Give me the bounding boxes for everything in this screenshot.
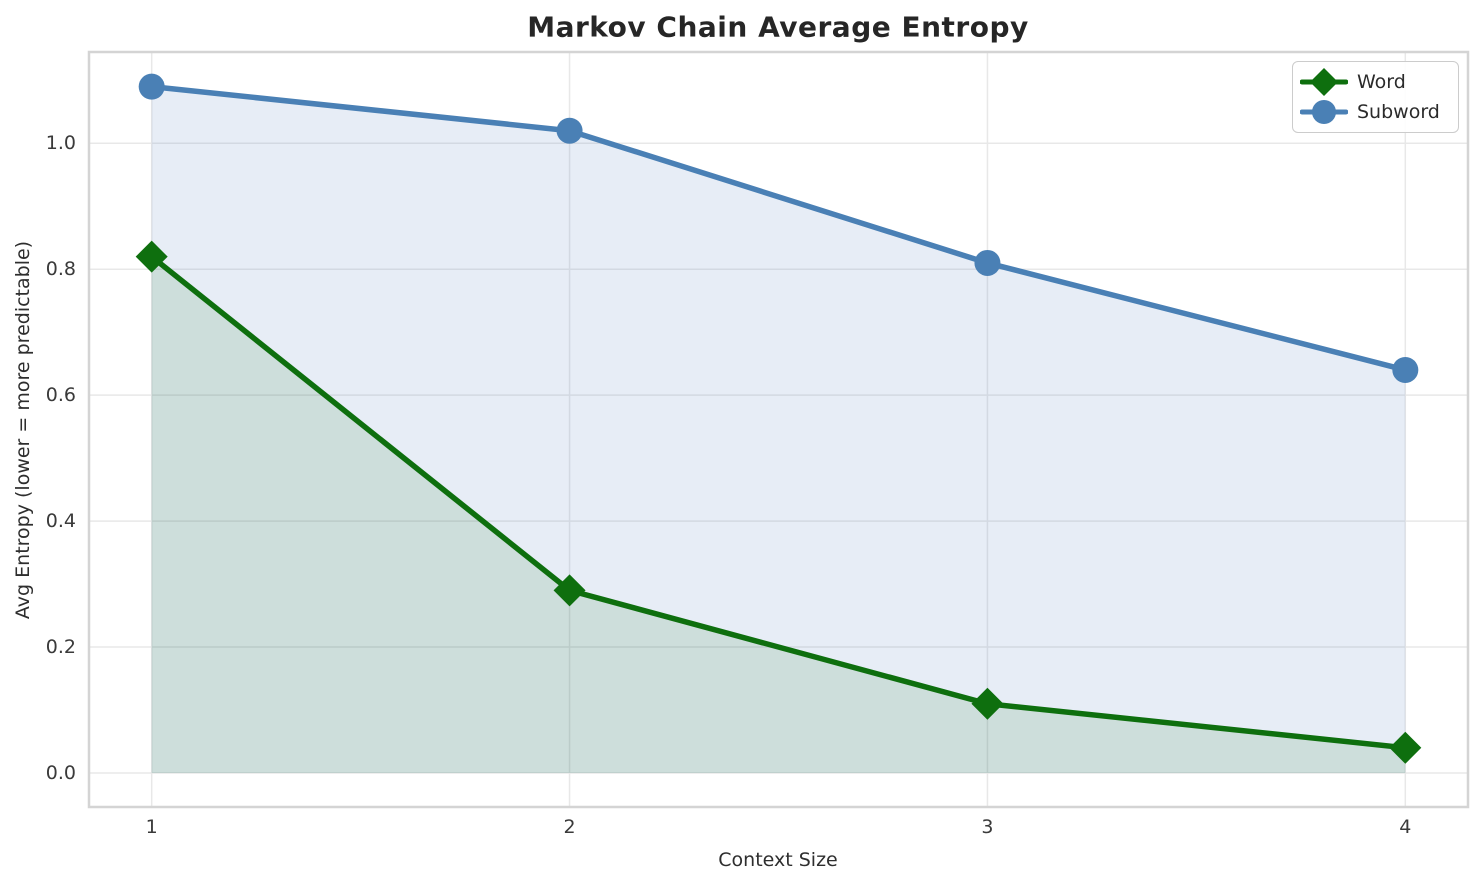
- x-tick-label: 4: [1399, 816, 1412, 838]
- series-marker-diamond: [553, 574, 586, 607]
- series-marker-diamond: [135, 240, 168, 273]
- series-marker-diamond: [1389, 731, 1422, 764]
- y-tick-label: 0.0: [45, 761, 76, 784]
- x-tick-label: 3: [981, 816, 994, 838]
- legend-label: Subword: [1357, 101, 1440, 123]
- x-tick-label: 2: [563, 816, 576, 838]
- series-area-subword: [151, 86, 1406, 773]
- chart-title: Markov Chain Average Entropy: [527, 10, 1029, 44]
- y-tick-label: 0.4: [45, 510, 76, 533]
- legend-label: Word: [1357, 71, 1406, 93]
- series-area-word: [151, 256, 1406, 773]
- x-tick-label: 1: [145, 816, 158, 838]
- series-marker-diamond: [971, 687, 1004, 720]
- y-tick-label: 0.2: [45, 636, 76, 659]
- series-marker-circle: [974, 249, 1001, 276]
- y-tick-label: 0.6: [45, 384, 76, 407]
- series-marker-circle: [556, 117, 583, 144]
- legend: Word Subword: [1292, 61, 1459, 133]
- series-marker-circle: [1392, 356, 1419, 383]
- series-marker-circle: [138, 73, 165, 100]
- series-line-subword: [148, 83, 1409, 373]
- y-tick-label: 1.0: [45, 132, 76, 155]
- y-tick-label: 0.8: [45, 258, 76, 281]
- legend-item-subword: Subword: [1300, 97, 1448, 127]
- legend-item-word: Word: [1300, 67, 1448, 97]
- x-axis-label: Context Size: [718, 849, 838, 871]
- axes-frame: [87, 50, 1470, 809]
- series-line-word: [148, 253, 1409, 751]
- legend-swatch-circle-icon: [1300, 100, 1348, 124]
- legend-swatch-diamond-icon: [1300, 68, 1348, 96]
